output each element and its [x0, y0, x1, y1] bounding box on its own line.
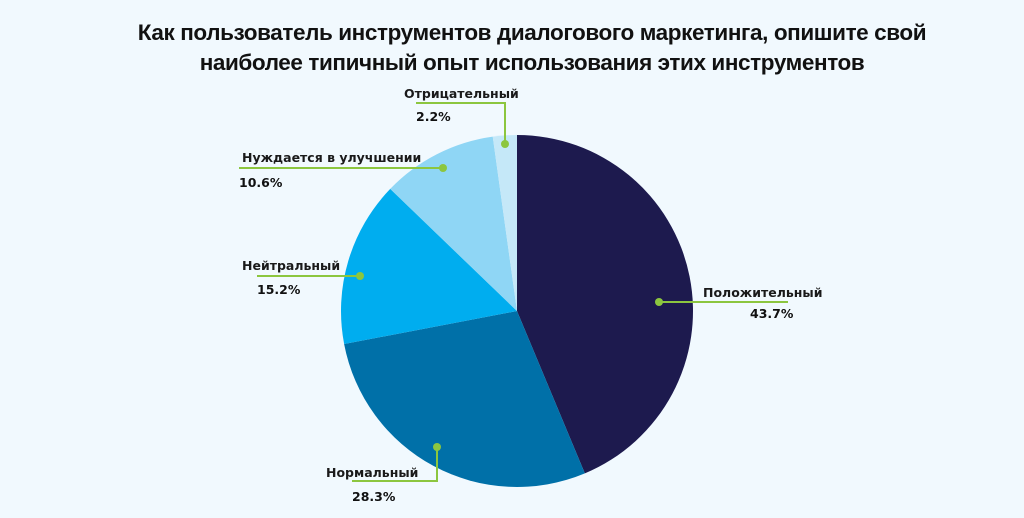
label-improve: Нуждается в улучшении [242, 150, 422, 165]
leader-normal [352, 447, 438, 482]
pie-slice-neutral [340, 188, 517, 344]
label-negative: Отрицательный [404, 86, 519, 101]
value-negative: 2.2% [416, 109, 451, 124]
label-normal: Нормальный [326, 465, 419, 480]
dot-negative [501, 140, 509, 148]
label-positive: Положительный [703, 285, 823, 300]
leader-lines [239, 102, 788, 482]
pie-slice-negative [492, 135, 517, 311]
dot-normal [433, 443, 441, 451]
label-neutral: Нейтральный [242, 258, 341, 273]
pie-slices [340, 135, 693, 488]
leader-dots [356, 140, 663, 451]
value-positive: 43.7% [750, 306, 794, 321]
pie-slice-normal [344, 311, 585, 488]
pie-slice-improve [390, 136, 517, 311]
chart-title: Как пользователь инструментов диалоговог… [0, 18, 1024, 78]
dot-neutral [356, 272, 364, 280]
leader-negative [416, 102, 506, 144]
dot-improve [439, 164, 447, 172]
value-improve: 10.6% [239, 175, 283, 190]
dot-positive [655, 298, 663, 306]
value-neutral: 15.2% [257, 282, 301, 297]
chart-title-line-2: наиболее типичный опыт использования эти… [199, 50, 865, 75]
chart-title-line-1: Как пользователь инструментов диалоговог… [137, 20, 927, 45]
value-normal: 28.3% [352, 489, 396, 504]
pie-slice-positive [517, 135, 693, 474]
